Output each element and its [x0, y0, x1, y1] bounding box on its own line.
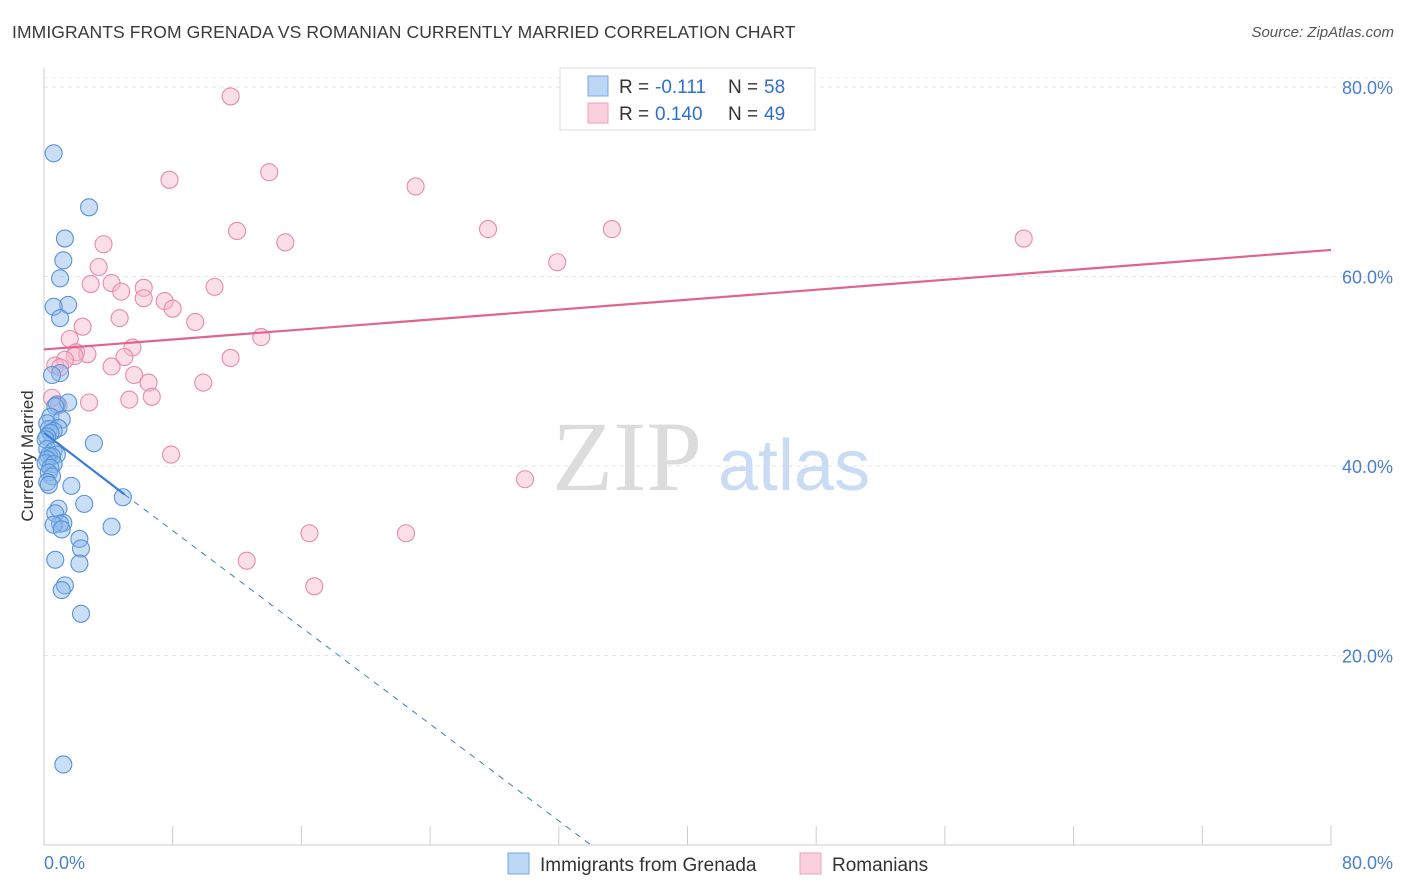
trend-romanians: [43, 248, 1332, 351]
point-romanians: [79, 393, 99, 412]
point-grenada: [52, 581, 71, 600]
point-grenada: [113, 488, 132, 507]
point-romanians: [162, 445, 181, 464]
chart-title: IMMIGRANTS FROM GRENADA VS ROMANIAN CURR…: [12, 22, 796, 42]
series-grenada-points: [36, 144, 132, 774]
point-romanians: [228, 221, 247, 241]
legend-n-value-romanians: 49: [764, 104, 785, 125]
trend-grenada: [43, 431, 126, 496]
x-tick-label-max: 80.0%: [1342, 853, 1393, 873]
point-grenada: [71, 604, 91, 623]
point-grenada: [59, 295, 78, 314]
y-tick-label: 20.0%: [1342, 646, 1393, 666]
point-romanians: [94, 235, 113, 254]
x-ticks: [43, 826, 1332, 845]
legend-series: Immigrants from Grenada Romanians: [507, 852, 928, 876]
point-grenada: [42, 365, 62, 385]
legend-r-label-grenada: R =: [619, 77, 649, 98]
point-romanians: [205, 277, 224, 296]
point-romanians: [1014, 229, 1033, 248]
legend-bottom-swatch-romanians: [799, 852, 822, 875]
legend-r-value-romanians: 0.140: [655, 104, 703, 125]
point-grenada: [71, 539, 91, 558]
legend-stats: R = -0.111 N = 58 R = 0.140 N = 49: [559, 67, 816, 131]
point-romanians: [300, 524, 319, 543]
point-grenada: [75, 494, 94, 513]
point-grenada: [55, 229, 74, 248]
point-grenada: [52, 520, 71, 539]
legend-bottom-label-romanians: Romanians: [832, 855, 928, 876]
point-romanians: [221, 348, 240, 368]
y-tick-label: 40.0%: [1342, 457, 1393, 477]
point-romanians: [515, 470, 535, 489]
point-grenada: [38, 473, 57, 492]
point-romanians: [110, 309, 129, 328]
legend-bottom-swatch-grenada: [507, 852, 530, 875]
point-romanians: [221, 87, 240, 106]
point-romanians: [125, 365, 144, 385]
point-grenada: [84, 434, 103, 453]
point-romanians: [112, 282, 131, 301]
point-romanians: [260, 163, 279, 182]
trend-grenada-extrapolated: [124, 494, 592, 846]
point-romanians: [81, 274, 100, 294]
point-romanians: [134, 289, 153, 308]
y-tick-labels: 20.0% 40.0% 60.0% 80.0%: [1342, 78, 1393, 667]
point-grenada: [44, 297, 63, 316]
point-romanians: [186, 312, 205, 331]
watermark: ZIP atlas: [552, 401, 870, 512]
point-romanians: [120, 390, 139, 409]
y-tick-label: 80.0%: [1342, 78, 1393, 98]
point-romanians: [276, 233, 295, 252]
point-romanians: [396, 524, 416, 543]
point-romanians: [237, 551, 256, 570]
point-romanians: [194, 373, 213, 392]
point-romanians: [73, 317, 92, 336]
legend-n-value-grenada: 58: [764, 77, 785, 98]
point-grenada: [70, 529, 89, 548]
legend-n-label-romanians: N =: [728, 104, 758, 125]
point-romanians: [478, 220, 498, 239]
point-grenada: [79, 198, 99, 217]
point-romanians: [142, 387, 161, 406]
point-grenada: [54, 251, 73, 270]
point-grenada: [44, 144, 63, 163]
legend-swatch-romanians: [587, 102, 609, 124]
y-axis-title: Currently Married: [18, 390, 37, 521]
point-romanians: [139, 373, 158, 392]
point-romanians: [89, 257, 108, 277]
series-romanians-points: [42, 87, 1033, 596]
x-tick-label-min: 0.0%: [44, 853, 85, 873]
point-romanians: [406, 177, 425, 196]
watermark-zip: ZIP: [552, 401, 702, 512]
watermark-atlas: atlas: [718, 426, 870, 506]
point-romanians: [134, 278, 153, 297]
point-romanians: [548, 253, 567, 272]
point-romanians: [160, 170, 179, 189]
point-romanians: [305, 577, 324, 596]
point-romanians: [163, 299, 182, 318]
point-romanians: [602, 220, 621, 239]
legend-bottom-label-grenada: Immigrants from Grenada: [540, 855, 757, 876]
legend-r-label-romanians: R =: [619, 104, 649, 125]
point-grenada: [51, 269, 70, 288]
point-romanians: [115, 347, 134, 367]
source-label: Source: ZipAtlas.com: [1251, 24, 1394, 41]
point-romanians: [102, 357, 121, 376]
y-tick-label: 60.0%: [1342, 267, 1393, 287]
legend-swatch-grenada: [587, 75, 609, 97]
point-grenada: [51, 309, 70, 328]
legend-n-label-grenada: N =: [728, 77, 758, 98]
point-grenada: [39, 475, 58, 494]
point-grenada: [102, 517, 121, 536]
legend-r-value-grenada: -0.111: [655, 77, 706, 98]
point-grenada: [70, 554, 89, 573]
point-grenada: [54, 755, 73, 774]
trend-lines: [43, 248, 1332, 846]
point-grenada: [62, 476, 81, 495]
point-grenada: [46, 550, 65, 569]
